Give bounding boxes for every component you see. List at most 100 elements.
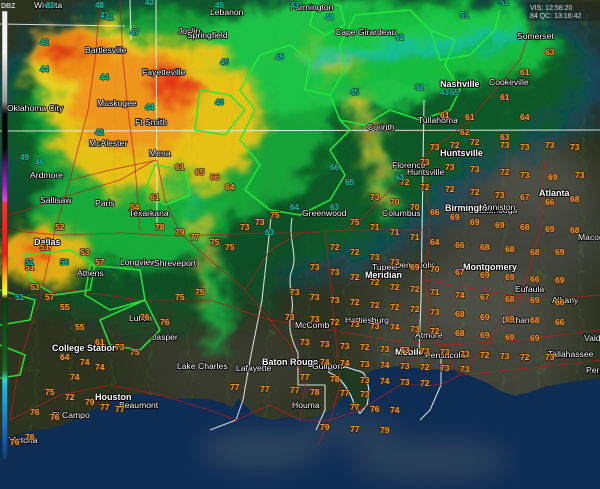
svg-text:45: 45 (220, 58, 229, 67)
svg-text:73: 73 (410, 324, 420, 334)
svg-text:74: 74 (340, 358, 350, 368)
svg-text:75: 75 (210, 237, 220, 247)
svg-text:44: 44 (100, 73, 109, 82)
svg-text:79: 79 (320, 422, 330, 432)
svg-text:84 QC: 13:16:42: 84 QC: 13:16:42 (530, 13, 581, 20)
svg-text:63: 63 (330, 203, 339, 212)
svg-text:66: 66 (555, 297, 565, 307)
svg-text:73: 73 (360, 359, 370, 369)
svg-text:45: 45 (275, 53, 284, 62)
svg-text:72: 72 (470, 137, 480, 147)
svg-text:62: 62 (395, 33, 404, 42)
svg-text:72: 72 (445, 184, 455, 194)
svg-text:76: 76 (50, 412, 60, 422)
svg-text:63: 63 (545, 47, 555, 57)
svg-text:72: 72 (390, 282, 400, 292)
svg-text:68: 68 (455, 328, 465, 338)
svg-text:73: 73 (400, 377, 410, 387)
svg-text:43: 43 (290, 1, 299, 10)
svg-text:65: 65 (345, 178, 354, 187)
svg-text:73: 73 (500, 140, 510, 150)
svg-text:72: 72 (430, 326, 440, 336)
svg-text:73: 73 (290, 287, 300, 297)
svg-text:77: 77 (190, 232, 200, 242)
svg-text:69: 69 (505, 272, 515, 282)
svg-text:69: 69 (450, 212, 460, 222)
svg-text:47: 47 (130, 28, 139, 37)
svg-text:Baton Rouge: Baton Rouge (262, 357, 318, 367)
svg-text:Lake Charles: Lake Charles (177, 361, 228, 371)
svg-text:76: 76 (10, 437, 20, 447)
svg-text:73: 73 (440, 363, 450, 373)
svg-text:74: 74 (390, 322, 400, 332)
svg-text:51: 51 (40, 242, 50, 252)
svg-text:67: 67 (480, 292, 490, 302)
svg-text:Ft Smith: Ft Smith (135, 117, 167, 127)
svg-text:71: 71 (410, 232, 420, 242)
svg-text:78: 78 (330, 374, 340, 384)
svg-text:64: 64 (430, 237, 440, 247)
svg-text:72: 72 (520, 352, 530, 362)
svg-text:77: 77 (230, 382, 240, 392)
svg-text:72: 72 (370, 300, 380, 310)
svg-text:Bartlesville: Bartlesville (85, 45, 127, 55)
svg-text:69: 69 (555, 247, 565, 257)
svg-text:Corinth: Corinth (367, 122, 395, 132)
svg-text:72: 72 (470, 187, 480, 197)
svg-text:61: 61 (95, 337, 105, 347)
svg-text:73: 73 (380, 344, 390, 354)
svg-text:Montgomery: Montgomery (463, 262, 517, 272)
svg-text:45: 45 (215, 1, 224, 10)
svg-text:McAlester: McAlester (89, 138, 127, 148)
svg-text:73: 73 (310, 314, 320, 324)
svg-text:68: 68 (505, 294, 515, 304)
svg-text:44: 44 (145, 103, 154, 112)
svg-text:72: 72 (350, 297, 360, 307)
svg-text:54: 54 (130, 202, 140, 212)
svg-text:65: 65 (450, 88, 459, 97)
svg-text:76: 76 (30, 407, 40, 417)
svg-text:74: 74 (80, 357, 90, 367)
svg-text:73: 73 (300, 337, 310, 347)
svg-text:43: 43 (45, 1, 54, 10)
svg-text:Muskogee: Muskogee (97, 98, 137, 108)
svg-text:Oklahoma City: Oklahoma City (7, 103, 64, 113)
svg-text:77: 77 (260, 384, 270, 394)
svg-text:61: 61 (520, 67, 530, 77)
svg-text:72: 72 (420, 378, 430, 388)
svg-text:73: 73 (255, 217, 265, 227)
svg-text:77: 77 (350, 402, 360, 412)
svg-text:Mena: Mena (149, 148, 171, 158)
svg-text:63: 63 (395, 173, 404, 182)
svg-text:69: 69 (555, 275, 565, 285)
svg-text:42: 42 (40, 38, 49, 47)
svg-text:69: 69 (505, 332, 515, 342)
svg-text:71: 71 (370, 222, 380, 232)
svg-text:64: 64 (290, 203, 299, 212)
svg-text:73: 73 (320, 339, 330, 349)
svg-text:74: 74 (380, 376, 390, 386)
svg-text:68: 68 (570, 194, 580, 204)
svg-text:72: 72 (480, 350, 490, 360)
svg-text:73: 73 (330, 267, 340, 277)
svg-text:72: 72 (350, 272, 360, 282)
svg-text:73: 73 (370, 252, 380, 262)
svg-text:78: 78 (310, 387, 320, 397)
svg-text:Paris: Paris (95, 198, 115, 208)
svg-text:73: 73 (460, 364, 470, 374)
svg-text:73: 73 (310, 262, 320, 272)
svg-text:55: 55 (60, 302, 70, 312)
svg-text:78: 78 (155, 222, 165, 232)
svg-text:Longview: Longview (120, 257, 157, 267)
svg-text:73: 73 (240, 222, 250, 232)
svg-text:43: 43 (215, 98, 224, 107)
svg-text:73: 73 (285, 312, 295, 322)
svg-text:55: 55 (75, 322, 85, 332)
svg-text:49: 49 (35, 158, 44, 167)
svg-text:68: 68 (530, 247, 540, 257)
svg-text:72: 72 (420, 362, 430, 372)
svg-text:Valdosta: Valdosta (584, 333, 600, 343)
svg-text:73: 73 (545, 352, 555, 362)
svg-text:Somerset: Somerset (517, 31, 554, 41)
svg-text:77: 77 (100, 402, 110, 412)
